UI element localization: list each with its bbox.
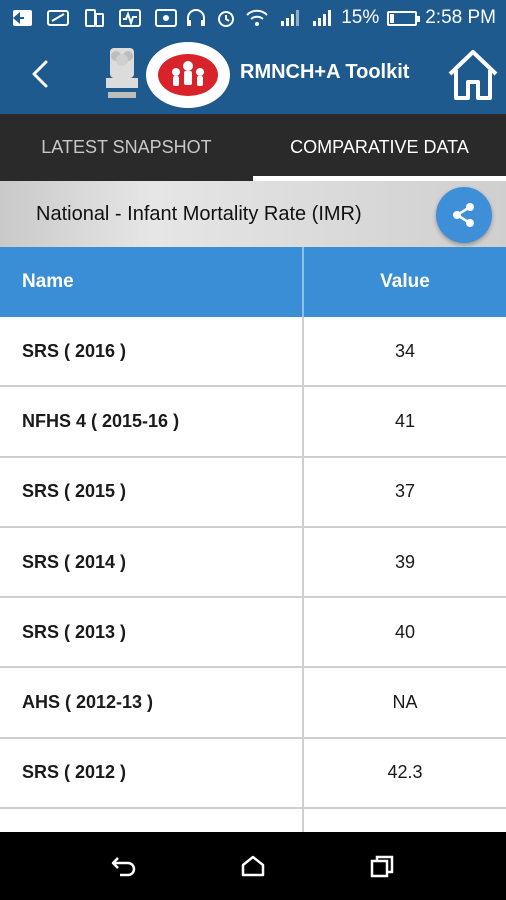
national-health-mission-logo [146,42,230,108]
row-value: 42.3 [387,762,423,783]
wifi-icon [246,9,268,26]
home-button[interactable] [444,46,502,104]
app-bar: RMNCH+A Toolkit [0,36,506,114]
nav-back-button[interactable] [94,836,154,896]
signal-1-icon [281,10,300,26]
home-icon [448,50,498,100]
phone-icon [85,9,104,27]
table-row: SRS ( 2016 ) 34 [0,317,506,388]
column-header-value: Value [380,271,430,292]
activity-icon [119,9,141,27]
nav-home-button[interactable] [223,836,283,896]
row-value: 40 [394,621,416,642]
system-status: 15% 2:58 PM [185,7,496,29]
row-name: SRS ( 2014 ) [0,527,304,597]
row-value: 39 [394,551,416,572]
row-name: SRS ( 2016 ) [0,317,304,386]
notification-back-icon [13,10,32,26]
column-header-name: Name [0,247,304,317]
row-value: 34 [394,340,416,361]
tab-bar: LATEST SNAPSHOT COMPARATIVE DATA [0,114,506,181]
table-row: AHS ( 2012-13 ) NA [0,668,506,739]
battery-icon [387,10,421,26]
nav-recents-button[interactable] [352,836,412,896]
share-button[interactable] [436,187,492,243]
row-value: 41 [394,410,416,431]
table-row: NFHS 4 ( 2015-16 ) 41 [0,387,506,458]
table-header: Name Value [0,247,506,317]
arrow-back-icon [32,60,48,88]
table-row: SRS ( 2014 ) 39 [0,527,506,599]
title-band: National - Infant Mortality Rate (IMR) [0,181,506,247]
system-nav-bar [0,832,506,900]
headset-icon [187,9,206,26]
row-name: SRS ( 2013 ) [0,598,304,667]
row-name: NFHS 4 ( 2015-16 ) [0,387,304,456]
share-icon [453,203,474,227]
app-title: RMNCH+A Toolkit [240,61,410,83]
nav-back-icon [112,857,136,877]
nav-home-icon [241,855,265,877]
alarm-icon [218,11,235,27]
screenshot-icon [47,10,69,26]
battery-percent: 15% [341,7,380,28]
tab-comparative-data[interactable]: COMPARATIVE DATA [253,114,506,181]
row-value: NA [392,692,418,713]
row-name: SRS ( 2012 ) [0,738,304,808]
row-value: 37 [394,481,416,502]
table-row: SRS ( 2013 ) 40 [0,598,506,669]
clock: 2:58 PM [425,7,496,28]
page-title: National - Infant Mortality Rate (IMR) [36,203,362,225]
status-bar: 15% 2:58 PM [0,0,506,36]
notification-icons [10,8,178,28]
row-name: SRS ( 2015 ) [0,457,304,526]
data-table: Name Value SRS ( 2016 ) 34 NFHS 4 ( 2015… [0,247,506,880]
nav-recents-icon [370,855,393,878]
row-name: AHS ( 2012-13 ) [0,668,304,737]
state-emblem-logo [106,48,138,98]
signal-2-icon [313,10,332,26]
table-row: SRS ( 2015 ) 37 [0,457,506,528]
tab-latest-snapshot[interactable]: LATEST SNAPSHOT [41,137,212,157]
gallery-icon [155,9,177,27]
back-button[interactable] [18,52,62,96]
table-row: SRS ( 2012 ) 42.3 [0,738,506,810]
